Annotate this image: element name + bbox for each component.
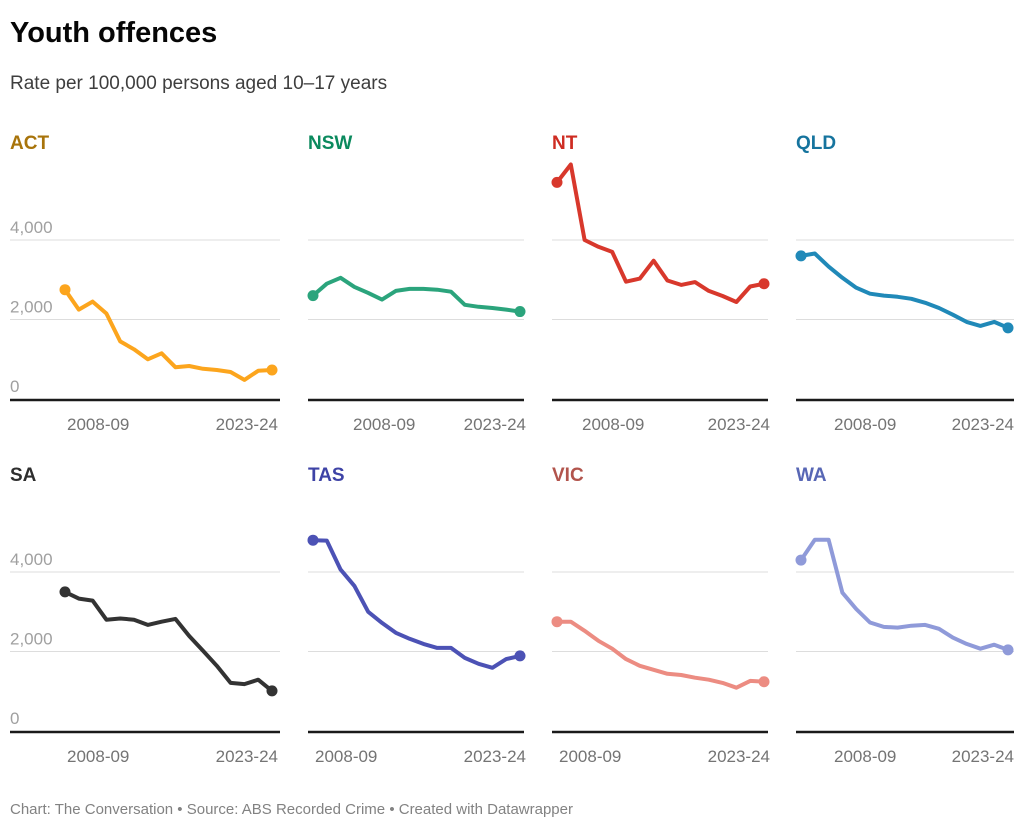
panel-chart-vic: 2008-09 2023-24 xyxy=(551,571,770,766)
endpoint-dot xyxy=(758,278,770,290)
x-tick-label-end: 2023-24 xyxy=(464,747,526,766)
chart-title: Youth offences xyxy=(10,17,218,49)
panel-chart-wa: 2008-09 2023-24 xyxy=(795,537,1014,766)
x-tick-label-start: 2008-09 xyxy=(834,415,896,434)
y-tick-label: 2,000 xyxy=(10,298,53,317)
panel-sa: SA 0 2,000 4,000 2008-09 2023-24 xyxy=(10,465,280,770)
panel-qld: QLD 2008-09 2023-24 xyxy=(795,133,1014,438)
endpoint-dot xyxy=(758,676,770,688)
panel-label-qld: QLD xyxy=(796,133,837,154)
chart-footer: Chart: The Conversation • Source: ABS Re… xyxy=(10,801,573,818)
trend-line xyxy=(63,589,274,693)
endpoint-dot xyxy=(266,685,278,697)
y-tick-label: 4,000 xyxy=(10,550,53,569)
x-tick-label-end: 2023-24 xyxy=(708,415,770,434)
x-tick-label-end: 2023-24 xyxy=(216,415,278,434)
endpoint-dot xyxy=(266,364,278,376)
y-tick-label: 4,000 xyxy=(10,218,53,237)
trend-line xyxy=(63,287,274,382)
panel-label-sa: SA xyxy=(10,465,37,486)
y-tick-label: 0 xyxy=(10,377,19,396)
x-tick-label-start: 2008-09 xyxy=(353,415,415,434)
panel-label-nsw: NSW xyxy=(308,133,353,154)
endpoint-dot xyxy=(1002,322,1014,334)
panel-label-wa: WA xyxy=(796,465,827,486)
panel-vic: VIC 2008-09 2023-24 xyxy=(551,465,770,770)
trend-line xyxy=(555,162,766,304)
endpoint-dot xyxy=(514,650,526,662)
x-tick-label-start: 2008-09 xyxy=(834,747,896,766)
trend-line xyxy=(555,619,766,690)
trend-line xyxy=(311,275,522,314)
y-tick-label: 0 xyxy=(10,709,19,728)
panel-chart-tas: 2008-09 2023-24 xyxy=(307,534,526,766)
x-tick-label-end: 2023-24 xyxy=(216,747,278,766)
x-tick-label-start: 2008-09 xyxy=(559,747,621,766)
trend-line xyxy=(311,538,522,670)
x-tick-label-end: 2023-24 xyxy=(708,747,770,766)
x-tick-label-start: 2008-09 xyxy=(315,747,377,766)
trend-line xyxy=(799,537,1010,652)
endpoint-dot xyxy=(795,250,807,262)
panel-row-1: ACT 0 2,000 4,000 2008-09 2023-24 NSW 2008-0… xyxy=(10,133,1014,438)
endpoint-dot xyxy=(795,554,807,566)
panel-chart-nt: 2008-09 2023-24 xyxy=(551,162,770,434)
panel-chart-nsw: 2008-09 2023-24 xyxy=(307,239,526,434)
y-tick-label: 2,000 xyxy=(10,630,53,649)
endpoint-dot xyxy=(1002,644,1014,656)
endpoint-dot xyxy=(551,616,563,628)
panel-chart-sa: 0 2,000 4,000 2008-09 2023-24 xyxy=(10,550,280,766)
endpoint-dot xyxy=(307,290,319,302)
panel-nsw: NSW 2008-09 2023-24 xyxy=(307,133,526,438)
panel-label-nt: NT xyxy=(552,133,578,154)
panel-label-act: ACT xyxy=(10,133,50,154)
endpoint-dot xyxy=(59,284,71,296)
panel-chart-act: 0 2,000 4,000 2008-09 2023-24 xyxy=(10,218,280,434)
endpoint-dot xyxy=(59,586,71,598)
x-tick-label-end: 2023-24 xyxy=(952,747,1014,766)
endpoint-dot xyxy=(307,534,319,546)
panel-chart-qld: 2008-09 2023-24 xyxy=(795,239,1014,434)
trend-line xyxy=(799,251,1010,330)
x-tick-label-start: 2008-09 xyxy=(582,415,644,434)
chart-subtitle: Rate per 100,000 persons aged 10–17 year… xyxy=(10,73,388,94)
x-tick-label-end: 2023-24 xyxy=(464,415,526,434)
x-tick-label-end: 2023-24 xyxy=(952,415,1014,434)
panel-act: ACT 0 2,000 4,000 2008-09 2023-24 xyxy=(10,133,280,438)
panel-label-vic: VIC xyxy=(552,465,584,486)
panel-nt: NT 2008-09 2023-24 xyxy=(551,133,770,438)
panel-label-tas: TAS xyxy=(308,465,345,486)
endpoint-dot xyxy=(551,176,563,188)
panel-row-2: SA 0 2,000 4,000 2008-09 2023-24 TAS 2008-09… xyxy=(10,465,1014,770)
x-tick-label-start: 2008-09 xyxy=(67,415,129,434)
panel-wa: WA 2008-09 2023-24 xyxy=(795,465,1014,770)
small-multiples-grid: ACT 0 2,000 4,000 2008-09 2023-24 NSW 2008-0… xyxy=(10,133,1014,770)
endpoint-dot xyxy=(514,306,526,318)
panel-tas: TAS 2008-09 2023-24 xyxy=(307,465,526,770)
x-tick-label-start: 2008-09 xyxy=(67,747,129,766)
